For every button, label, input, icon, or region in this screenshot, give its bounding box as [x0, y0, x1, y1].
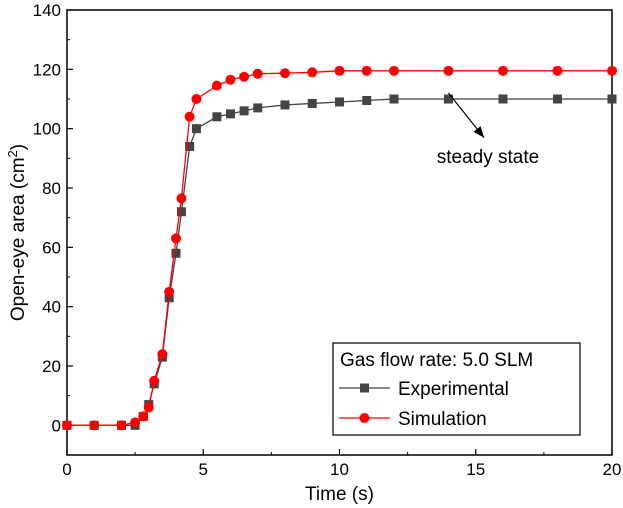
data-point [607, 65, 617, 76]
axis-ticks: 0 5 10 15 20 0 20 40 60 80 100 120 140 [33, 1, 622, 479]
data-point [252, 68, 263, 79]
legend-items: Experimental Simulation [339, 379, 509, 430]
data-point [362, 95, 372, 105]
data-point [361, 65, 372, 76]
legend-title: Gas flow rate: 5.0 SLM [340, 350, 533, 371]
data-point [164, 286, 175, 297]
y-tick-label: 100 [33, 120, 61, 139]
data-point [176, 207, 186, 217]
data-point [89, 420, 100, 431]
data-point [389, 94, 399, 104]
data-point [130, 417, 141, 428]
data-point [116, 420, 127, 431]
annotation: steady state [437, 92, 539, 168]
data-point [239, 71, 250, 82]
data-point [334, 65, 345, 76]
legend-swatch-marker [360, 383, 369, 393]
data-point [143, 402, 154, 413]
data-point [191, 124, 201, 134]
series-layer [62, 65, 617, 431]
data-point [191, 94, 202, 104]
data-point [280, 68, 290, 79]
y-axis-title-sup: 2 [5, 150, 20, 157]
data-point [226, 109, 235, 119]
legend-swatch-marker [359, 413, 370, 423]
data-point [211, 80, 222, 91]
data-point [171, 248, 181, 258]
data-point [157, 349, 168, 360]
y-tick-label: 20 [42, 357, 61, 376]
y-tick-label: 0 [52, 416, 61, 435]
data-point [176, 193, 187, 204]
data-point [443, 65, 454, 76]
y-axis-title-main: Open-eye area (cm [8, 157, 29, 321]
y-axis-title-close: ) [8, 144, 29, 150]
legend-item-simulation: Simulation [339, 409, 487, 430]
y-tick-label: 140 [33, 1, 61, 20]
series-simulation [62, 65, 617, 431]
legend-label: Experimental [398, 379, 509, 400]
legend-box [332, 342, 581, 436]
data-point [498, 65, 508, 76]
annotation-text: steady state [437, 147, 539, 168]
data-point [389, 65, 399, 76]
x-tick-label: 10 [330, 460, 349, 479]
data-point [444, 94, 453, 104]
legend-label: Simulation [398, 409, 487, 430]
x-tick-label: 15 [466, 460, 485, 479]
y-tick-label: 80 [42, 179, 61, 198]
data-point [239, 106, 249, 116]
y-tick-label: 60 [42, 238, 61, 257]
data-point [225, 74, 236, 85]
data-point [552, 65, 563, 76]
data-point [138, 411, 149, 422]
legend: Gas flow rate: 5.0 SLM Experimental Simul… [332, 342, 581, 436]
data-point [149, 375, 160, 386]
x-tick-label: 5 [199, 460, 208, 479]
data-point [185, 141, 195, 151]
x-tick-label: 20 [603, 460, 622, 479]
data-point [553, 94, 562, 104]
y-tick-label: 120 [33, 60, 61, 79]
data-point [307, 98, 317, 108]
y-axis-title: Open-eye area (cm2) [5, 144, 29, 321]
data-point [171, 233, 181, 244]
legend-item-experimental: Experimental [339, 379, 509, 400]
data-point [335, 97, 344, 107]
x-tick-label: 0 [62, 460, 71, 479]
data-point [184, 111, 195, 122]
y-tick-label: 40 [42, 298, 61, 317]
x-axis-title: Time (s) [305, 484, 374, 505]
data-point [607, 94, 617, 104]
data-point [280, 100, 290, 110]
data-point [212, 112, 222, 122]
data-point [62, 420, 72, 431]
data-point [253, 103, 263, 113]
annotation-arrowhead [473, 126, 484, 138]
data-point [498, 94, 508, 104]
data-point [307, 67, 318, 78]
